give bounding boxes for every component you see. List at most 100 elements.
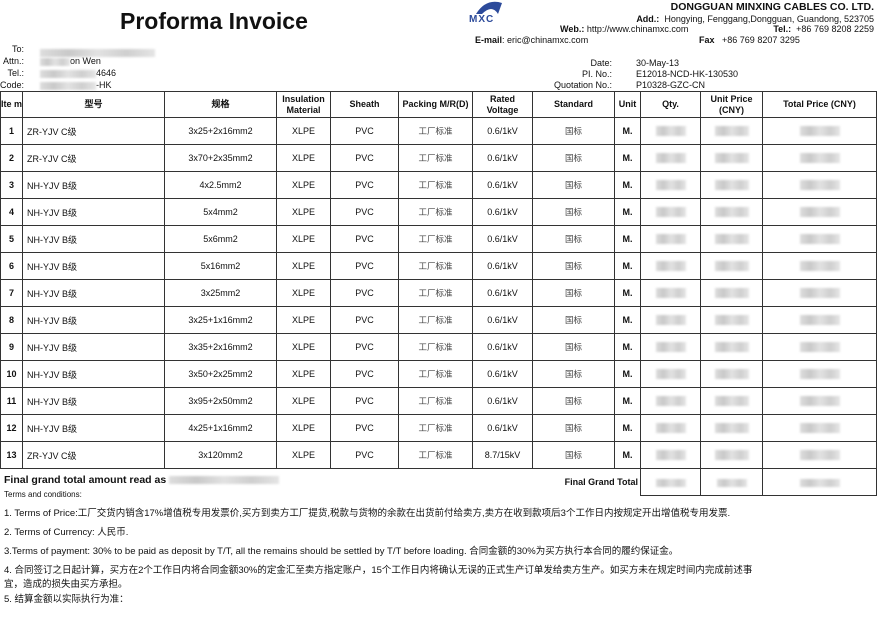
table-row: 10 NH-YJV B级 3x50+2x25mm2 XLPE PVC 工厂标准 0.6/1k… [0,360,877,388]
redacted-cell [762,279,877,307]
redacted-cell [700,117,763,145]
table-cell: NH-YJV B级 [22,171,165,199]
company-address: Add.: Hongying, Fenggang,Dongguan, Guand… [636,14,874,24]
table-cell: M. [614,252,641,280]
table-cell: 10 [0,360,23,388]
table-cell: NH-YJV B级 [22,252,165,280]
column-header: Rated Voltage [472,91,533,118]
table-cell: XLPE [276,225,331,253]
column-header: Standard [532,91,615,118]
table-cell: 4x2.5mm2 [164,171,277,199]
table-cell: 国标 [532,414,615,442]
company-fax: Fax +86 769 8207 3295 [699,35,800,45]
table-cell: NH-YJV B级 [22,279,165,307]
company-logo [472,0,506,15]
table-cell: XLPE [276,252,331,280]
table-cell: 7 [0,279,23,307]
add-value: Hongying, Fenggang,Dongguan, Guandong, 5… [664,14,874,24]
table-cell: 国标 [532,198,615,226]
column-header: Ite m [0,91,23,118]
table-cell: NH-YJV B级 [22,333,165,361]
table-cell: PVC [330,117,399,145]
table-cell: XLPE [276,414,331,442]
document-title: Proforma Invoice [120,8,308,34]
redacted-cell [640,468,701,496]
email-label: E-mail [475,35,503,45]
code-value: -HK [40,80,112,90]
table-cell: PVC [330,198,399,226]
column-header: Packing M/R(D) [398,91,473,118]
table-cell: M. [614,225,641,253]
table-cell: M. [614,144,641,172]
table-row: 13 ZR-YJV C级 3x120mm2 XLPE PVC 工厂标准 8.7/15kV 国标… [0,441,877,469]
redacted-cell [762,225,877,253]
table-cell: NH-YJV B级 [22,198,165,226]
table-header-row: Ite m 型号 规格 Insulation Material Sheath Packin… [0,91,877,118]
redacted-cell [640,252,701,280]
table-cell: 工厂标准 [398,198,473,226]
table-cell: 5 [0,225,23,253]
term-4-cont: 宜，造成的损失由买方承担。 [4,579,128,590]
table-cell: M. [614,414,641,442]
redacted-cell [700,414,763,442]
redacted-cell [640,171,701,199]
table-cell: 工厂标准 [398,387,473,415]
table-cell: 3x25+2x16mm2 [164,117,277,145]
table-cell: XLPE [276,171,331,199]
redacted-cell [700,279,763,307]
column-header: Insulation Material [276,91,331,118]
table-cell: 工厂标准 [398,252,473,280]
web-link[interactable]: http://www.chinamxc.com [586,24,689,34]
redacted-cell [762,144,877,172]
table-cell: 12 [0,414,23,442]
redacted-cell [640,441,701,469]
redacted-cell [640,117,701,145]
table-cell: 工厂标准 [398,279,473,307]
redacted-cell [700,360,763,388]
table-row: 2 ZR-YJV C级 3x70+2x35mm2 XLPE PVC 工厂标准 0.6/1kV… [0,144,877,172]
table-cell: XLPE [276,333,331,361]
table-row: 4 NH-YJV B级 5x4mm2 XLPE PVC 工厂标准 0.6/1kV 国标 M. [0,198,877,226]
company-logo-text: MXC [469,14,495,25]
table-cell: 4x25+1x16mm2 [164,414,277,442]
web-label: Web.: [560,24,585,34]
column-header: Sheath [330,91,399,118]
redacted-cell [640,306,701,334]
table-cell: 3x95+2x50mm2 [164,387,277,415]
final-total-row: Final Grand Total [0,468,877,496]
table-cell: 0.6/1kV [472,306,533,334]
company-tel-label: Tel.: [773,24,792,34]
table-cell: 工厂标准 [398,441,473,469]
invoice-table: Ite m 型号 规格 Insulation Material Sheath Packin… [0,91,877,496]
table-cell: 3x70+2x35mm2 [164,144,277,172]
email-link[interactable]: eric@chinamxc.com [507,35,589,45]
table-cell: XLPE [276,441,331,469]
table-cell: M. [614,117,641,145]
table-cell: 6 [0,252,23,280]
table-cell: 国标 [532,441,615,469]
term-1: 1. Terms of Price:工厂交货内销含17%增值税专用发票价,买方到… [4,508,731,519]
redacted-cell [640,198,701,226]
table-cell: XLPE [276,279,331,307]
table-cell: 工厂标准 [398,333,473,361]
company-tel: Tel.: +86 769 8208 2259 [773,24,874,34]
table-cell: 工厂标准 [398,171,473,199]
table-cell: M. [614,279,641,307]
table-cell: NH-YJV B级 [22,225,165,253]
tel-label: Tel.: [7,68,24,78]
table-cell: PVC [330,333,399,361]
attn-text: on Wen [70,56,101,66]
quotation-value: P10328-GZC-CN [636,80,706,90]
amount-read-label: Final grand total amount read as [4,474,280,486]
terms-heading: Terms and conditions: [4,490,82,499]
table-cell: 工厂标准 [398,117,473,145]
code-text: -HK [96,80,112,90]
column-header: Qty. [640,91,701,118]
term-5: 5. 结算金额以实际执行为准： [4,594,129,605]
table-row: 8 NH-YJV B级 3x25+1x16mm2 XLPE PVC 工厂标准 0.6/1kV… [0,306,877,334]
table-cell: 2 [0,144,23,172]
to-label: To: [11,44,24,54]
table-cell: PVC [330,171,399,199]
table-cell: 5x6mm2 [164,225,277,253]
table-cell: 8 [0,306,23,334]
